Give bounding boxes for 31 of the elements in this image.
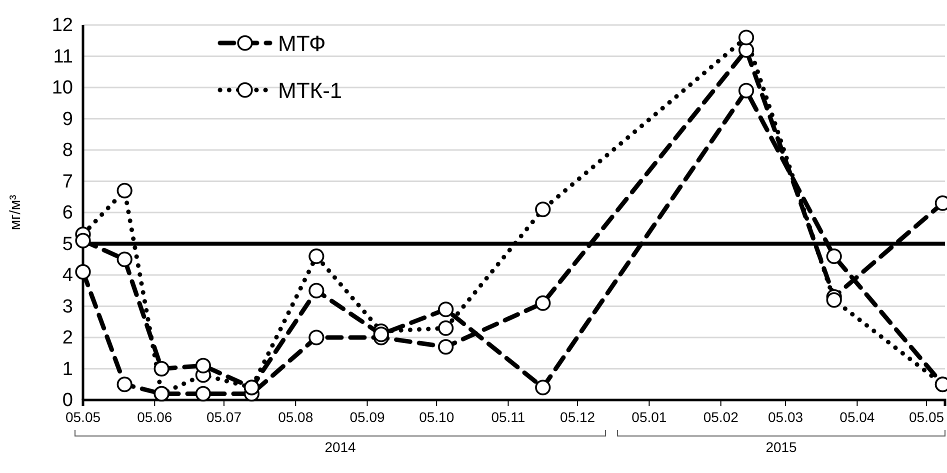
text: 2014: [324, 439, 356, 455]
x-tick-label: 05.08: [278, 408, 314, 425]
y-tick-label: 4: [62, 265, 74, 286]
y-tick-label: 12: [52, 15, 73, 36]
y-tick-label: 2: [62, 328, 73, 349]
x-tick-label: 05.12: [560, 408, 596, 425]
x-tick-label: 05.01: [632, 408, 667, 425]
y-tick-label: 0: [62, 390, 73, 412]
y-tick-label: 5: [62, 234, 73, 255]
y-tick-label: 9: [62, 108, 73, 130]
y-tick-label: 6: [62, 202, 73, 224]
y-tick-label: 3: [62, 296, 73, 318]
y-tick-label: 11: [53, 46, 73, 68]
y-axis-title: мг/м³: [7, 194, 24, 230]
x-tick-label: 05.11: [491, 408, 526, 425]
x-tick-label: 05.06: [137, 408, 172, 425]
x-tick-label: 05.05: [65, 408, 101, 425]
x-tick-label: 05.09: [350, 408, 385, 425]
x-tick-label: 05.07: [206, 408, 242, 425]
legend-label: МТФ: [278, 31, 326, 56]
x-tick-label: 05.03: [768, 408, 804, 425]
x-tick-label: 05.02: [703, 408, 739, 425]
text: 2015: [766, 439, 798, 455]
x-tick-label: 05.05: [908, 408, 944, 425]
y-tick-label: 10: [52, 78, 73, 99]
y-tick-label: 1: [62, 358, 73, 380]
x-tick-label: 05.10: [419, 408, 454, 425]
legend-label: МТК-1: [278, 78, 342, 103]
y-tick-label: 7: [62, 171, 73, 192]
y-tick-label: 8: [62, 140, 73, 162]
x-tick-label: 05.04: [840, 408, 875, 425]
